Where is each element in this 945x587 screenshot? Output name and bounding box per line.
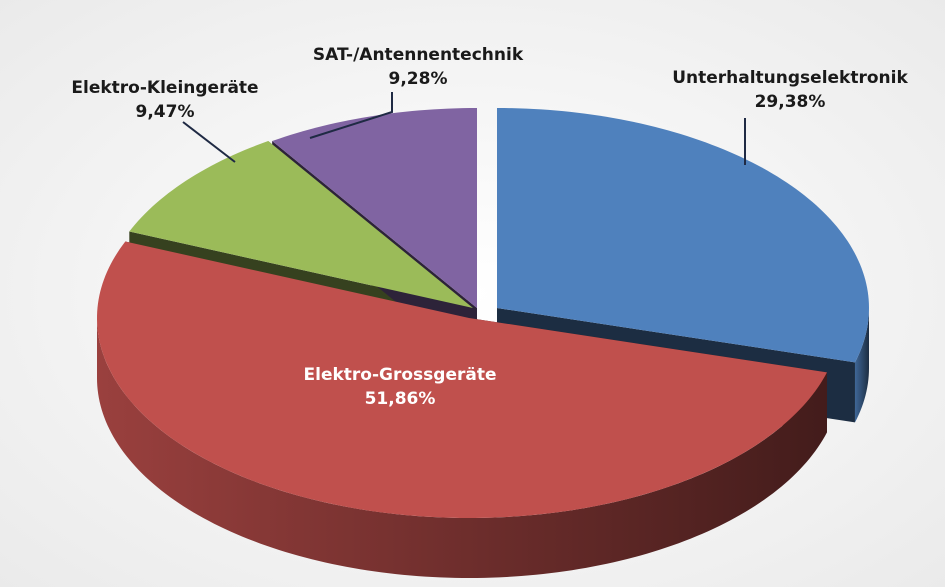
leader-line <box>309 92 393 139</box>
slice-side <box>97 318 827 578</box>
pie-slice <box>97 241 827 518</box>
slice-label: SAT-/Antennentechnik <box>313 45 524 65</box>
slice-label: Elektro-Grossgeräte <box>304 365 497 385</box>
slice-value-label: 9,28% <box>389 69 448 89</box>
slice-label: Elektro-Kleingeräte <box>71 78 258 98</box>
pie-slice <box>129 141 473 308</box>
slice-label: Unterhaltungselektronik <box>672 68 908 88</box>
slice-value-label: 51,86% <box>365 389 436 409</box>
pie-slice <box>497 108 869 363</box>
pie-slice <box>272 108 477 308</box>
leader-line <box>182 121 236 163</box>
slice-value-label: 9,47% <box>136 102 195 122</box>
slice-side <box>854 308 869 423</box>
slice-value-label: 29,38% <box>755 92 826 112</box>
